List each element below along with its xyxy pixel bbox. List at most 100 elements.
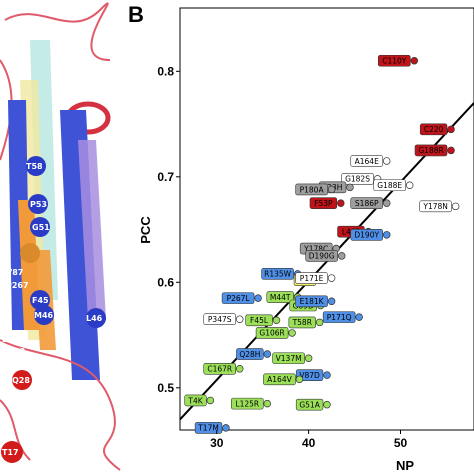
- point-marker: [235, 365, 244, 373]
- point-marker: [405, 181, 414, 189]
- point-marker: [451, 202, 460, 211]
- data-point: A164E: [350, 155, 391, 167]
- point-label-box: [309, 197, 338, 209]
- data-point: P171Q: [322, 311, 363, 323]
- point-marker: [315, 318, 324, 327]
- point-label: F53P: [314, 199, 333, 208]
- point-label: S186P: [355, 199, 379, 208]
- point-label: E181K: [300, 297, 325, 306]
- point-marker: [410, 56, 419, 65]
- data-point: V87D: [295, 369, 331, 381]
- data-point: G51A: [295, 398, 331, 411]
- point-label-box: [288, 316, 316, 329]
- point-marker: [327, 185, 336, 194]
- point-marker: [346, 183, 354, 192]
- residue-label: G182: [2, 347, 25, 356]
- point-label: Q28H: [239, 350, 260, 359]
- point-marker: [447, 125, 455, 134]
- data-point: Y178N: [419, 200, 460, 213]
- point-label: C220: [424, 125, 444, 134]
- point-label: T4K: [187, 396, 203, 405]
- point-label: P267L: [227, 294, 251, 303]
- point-marker: [382, 157, 391, 165]
- x-tick-label: 30: [210, 436, 224, 450]
- point-label-box: [419, 123, 448, 136]
- point-marker: [235, 315, 244, 323]
- point-marker: [327, 297, 336, 306]
- protein-structure-panel: T58 P53 G51 V87 P267 F45 M46 L46 L86 G18…: [0, 0, 121, 474]
- point-label-box: [350, 155, 384, 167]
- x-tick-label: 50: [394, 436, 408, 450]
- y-axis-title: PCC: [138, 216, 153, 244]
- point-marker: [263, 350, 272, 358]
- point-label: A164V: [267, 375, 292, 384]
- panel-label: B: [128, 2, 144, 27]
- data-point: P180A: [295, 183, 336, 196]
- point-label: L125R: [235, 399, 259, 408]
- point-marker: [337, 199, 345, 207]
- point-label-box: [255, 327, 289, 339]
- data-point: E181K: [295, 295, 336, 308]
- x-axis-title: NP: [396, 458, 414, 473]
- data-point: C110Y: [377, 54, 419, 67]
- data-point: P171E: [295, 272, 336, 284]
- point-label: Y178C: [303, 244, 328, 253]
- y-tick-label: 0.6: [157, 275, 174, 289]
- point-label: G188R: [418, 146, 443, 155]
- point-label-box: [295, 183, 328, 196]
- data-point: P347S: [203, 313, 244, 326]
- point-label: P171E: [300, 274, 324, 283]
- point-label-box: [373, 179, 406, 192]
- data-point: G188E: [373, 179, 414, 192]
- axis-ticks-layer: 30 40 50 0.5 0.6 0.7 0.8: [157, 64, 407, 450]
- point-label: A164E: [355, 157, 379, 166]
- y-tick-label: 0.8: [157, 64, 174, 78]
- data-point: T58R: [288, 316, 324, 329]
- residue-label: L46: [86, 314, 103, 323]
- data-point: A164V: [263, 373, 304, 386]
- point-label: Y178N: [422, 202, 448, 211]
- residue-label: P53: [30, 200, 47, 209]
- data-point: S186P: [350, 197, 391, 209]
- point-marker: [327, 274, 336, 282]
- data-point: D190G: [305, 250, 346, 262]
- point-label: G106R: [259, 329, 284, 338]
- data-point: G188R: [414, 144, 455, 157]
- point-label-box: [295, 398, 324, 411]
- point-label-box: [245, 314, 273, 327]
- point-marker: [355, 313, 363, 321]
- point-label: D190Y: [354, 231, 379, 240]
- data-point: P267L: [221, 292, 262, 304]
- point-marker: [263, 399, 272, 408]
- point-label-box: [194, 422, 223, 434]
- point-marker: [382, 231, 391, 239]
- data-point: T4K: [184, 394, 215, 407]
- data-point: C220: [419, 123, 455, 136]
- point-label-box: [295, 369, 324, 381]
- point-label-box: [236, 348, 264, 360]
- point-label: T17M: [197, 424, 219, 433]
- point-label: V87D: [299, 371, 320, 380]
- point-label-box: [295, 272, 328, 284]
- point-label: R135W: [264, 270, 292, 279]
- point-label: D190G: [309, 252, 335, 261]
- point-marker: [272, 316, 281, 325]
- point-label: P347S: [208, 315, 232, 324]
- point-label-box: [203, 313, 237, 326]
- data-point: C167R: [203, 363, 244, 375]
- point-label: G188E: [377, 181, 402, 190]
- point-label: C167R: [207, 365, 232, 374]
- point-label: T58R: [292, 318, 312, 327]
- point-marker: [447, 146, 455, 155]
- point-label-box: [203, 363, 237, 375]
- point-marker: [288, 329, 296, 337]
- point-label-box: [377, 54, 411, 67]
- point-marker: [206, 396, 215, 405]
- residue-label: T58: [26, 162, 43, 171]
- residue-label: P267: [6, 281, 29, 290]
- data-point: G106R: [255, 327, 296, 339]
- data-points-layer: C110YC220G188RF53PL46PA164EG182SG188EP23…: [184, 54, 460, 434]
- point-label-box: [272, 352, 305, 365]
- y-tick-label: 0.5: [157, 381, 174, 395]
- point-marker: [254, 294, 262, 302]
